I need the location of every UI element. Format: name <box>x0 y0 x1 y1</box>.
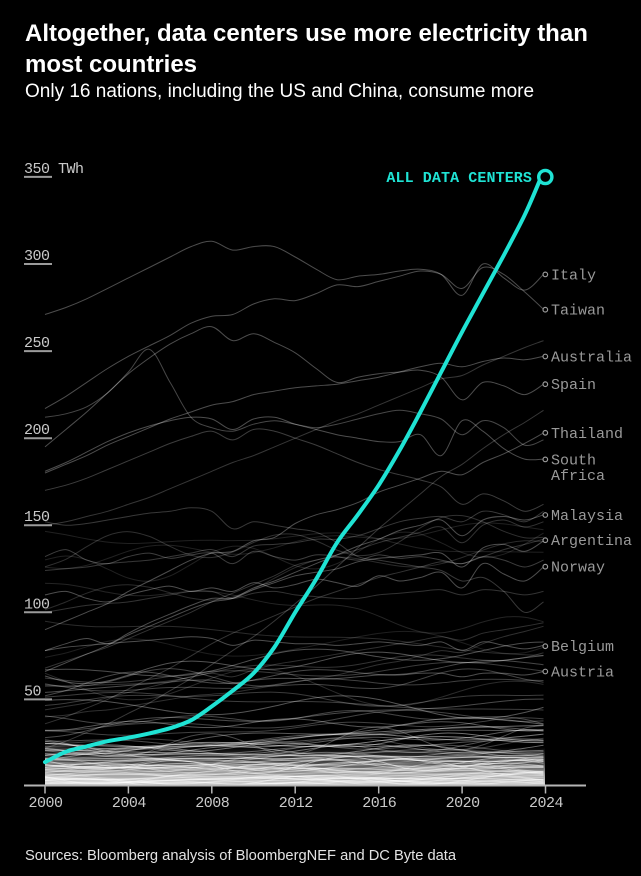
svg-text:Belgium: Belgium <box>551 639 614 656</box>
svg-text:100: 100 <box>24 596 50 613</box>
svg-text:250: 250 <box>24 335 50 352</box>
svg-text:300: 300 <box>24 248 50 265</box>
svg-text:Australia: Australia <box>551 350 632 367</box>
svg-text:Thailand: Thailand <box>551 426 623 443</box>
svg-text:Austria: Austria <box>551 665 614 682</box>
svg-text:50: 50 <box>24 683 42 700</box>
svg-text:Africa: Africa <box>551 468 605 485</box>
svg-text:Taiwan: Taiwan <box>551 303 605 320</box>
svg-text:200: 200 <box>24 422 50 439</box>
svg-text:Italy: Italy <box>551 267 596 284</box>
svg-text:Norway: Norway <box>551 560 605 577</box>
svg-text:2012: 2012 <box>279 795 313 812</box>
svg-text:2020: 2020 <box>446 795 481 812</box>
svg-text:ALL DATA CENTERS: ALL DATA CENTERS <box>386 170 532 187</box>
svg-text:2024: 2024 <box>529 795 564 812</box>
svg-text:2000: 2000 <box>28 795 63 812</box>
svg-text:Malaysia: Malaysia <box>551 508 623 525</box>
svg-text:Spain: Spain <box>551 377 596 394</box>
svg-text:350 TWh: 350 TWh <box>24 161 84 178</box>
svg-text:2004: 2004 <box>112 795 147 812</box>
svg-text:2016: 2016 <box>362 795 397 812</box>
svg-text:2008: 2008 <box>195 795 230 812</box>
svg-text:150: 150 <box>24 509 50 526</box>
svg-text:South: South <box>551 452 596 469</box>
svg-text:Argentina: Argentina <box>551 533 632 550</box>
